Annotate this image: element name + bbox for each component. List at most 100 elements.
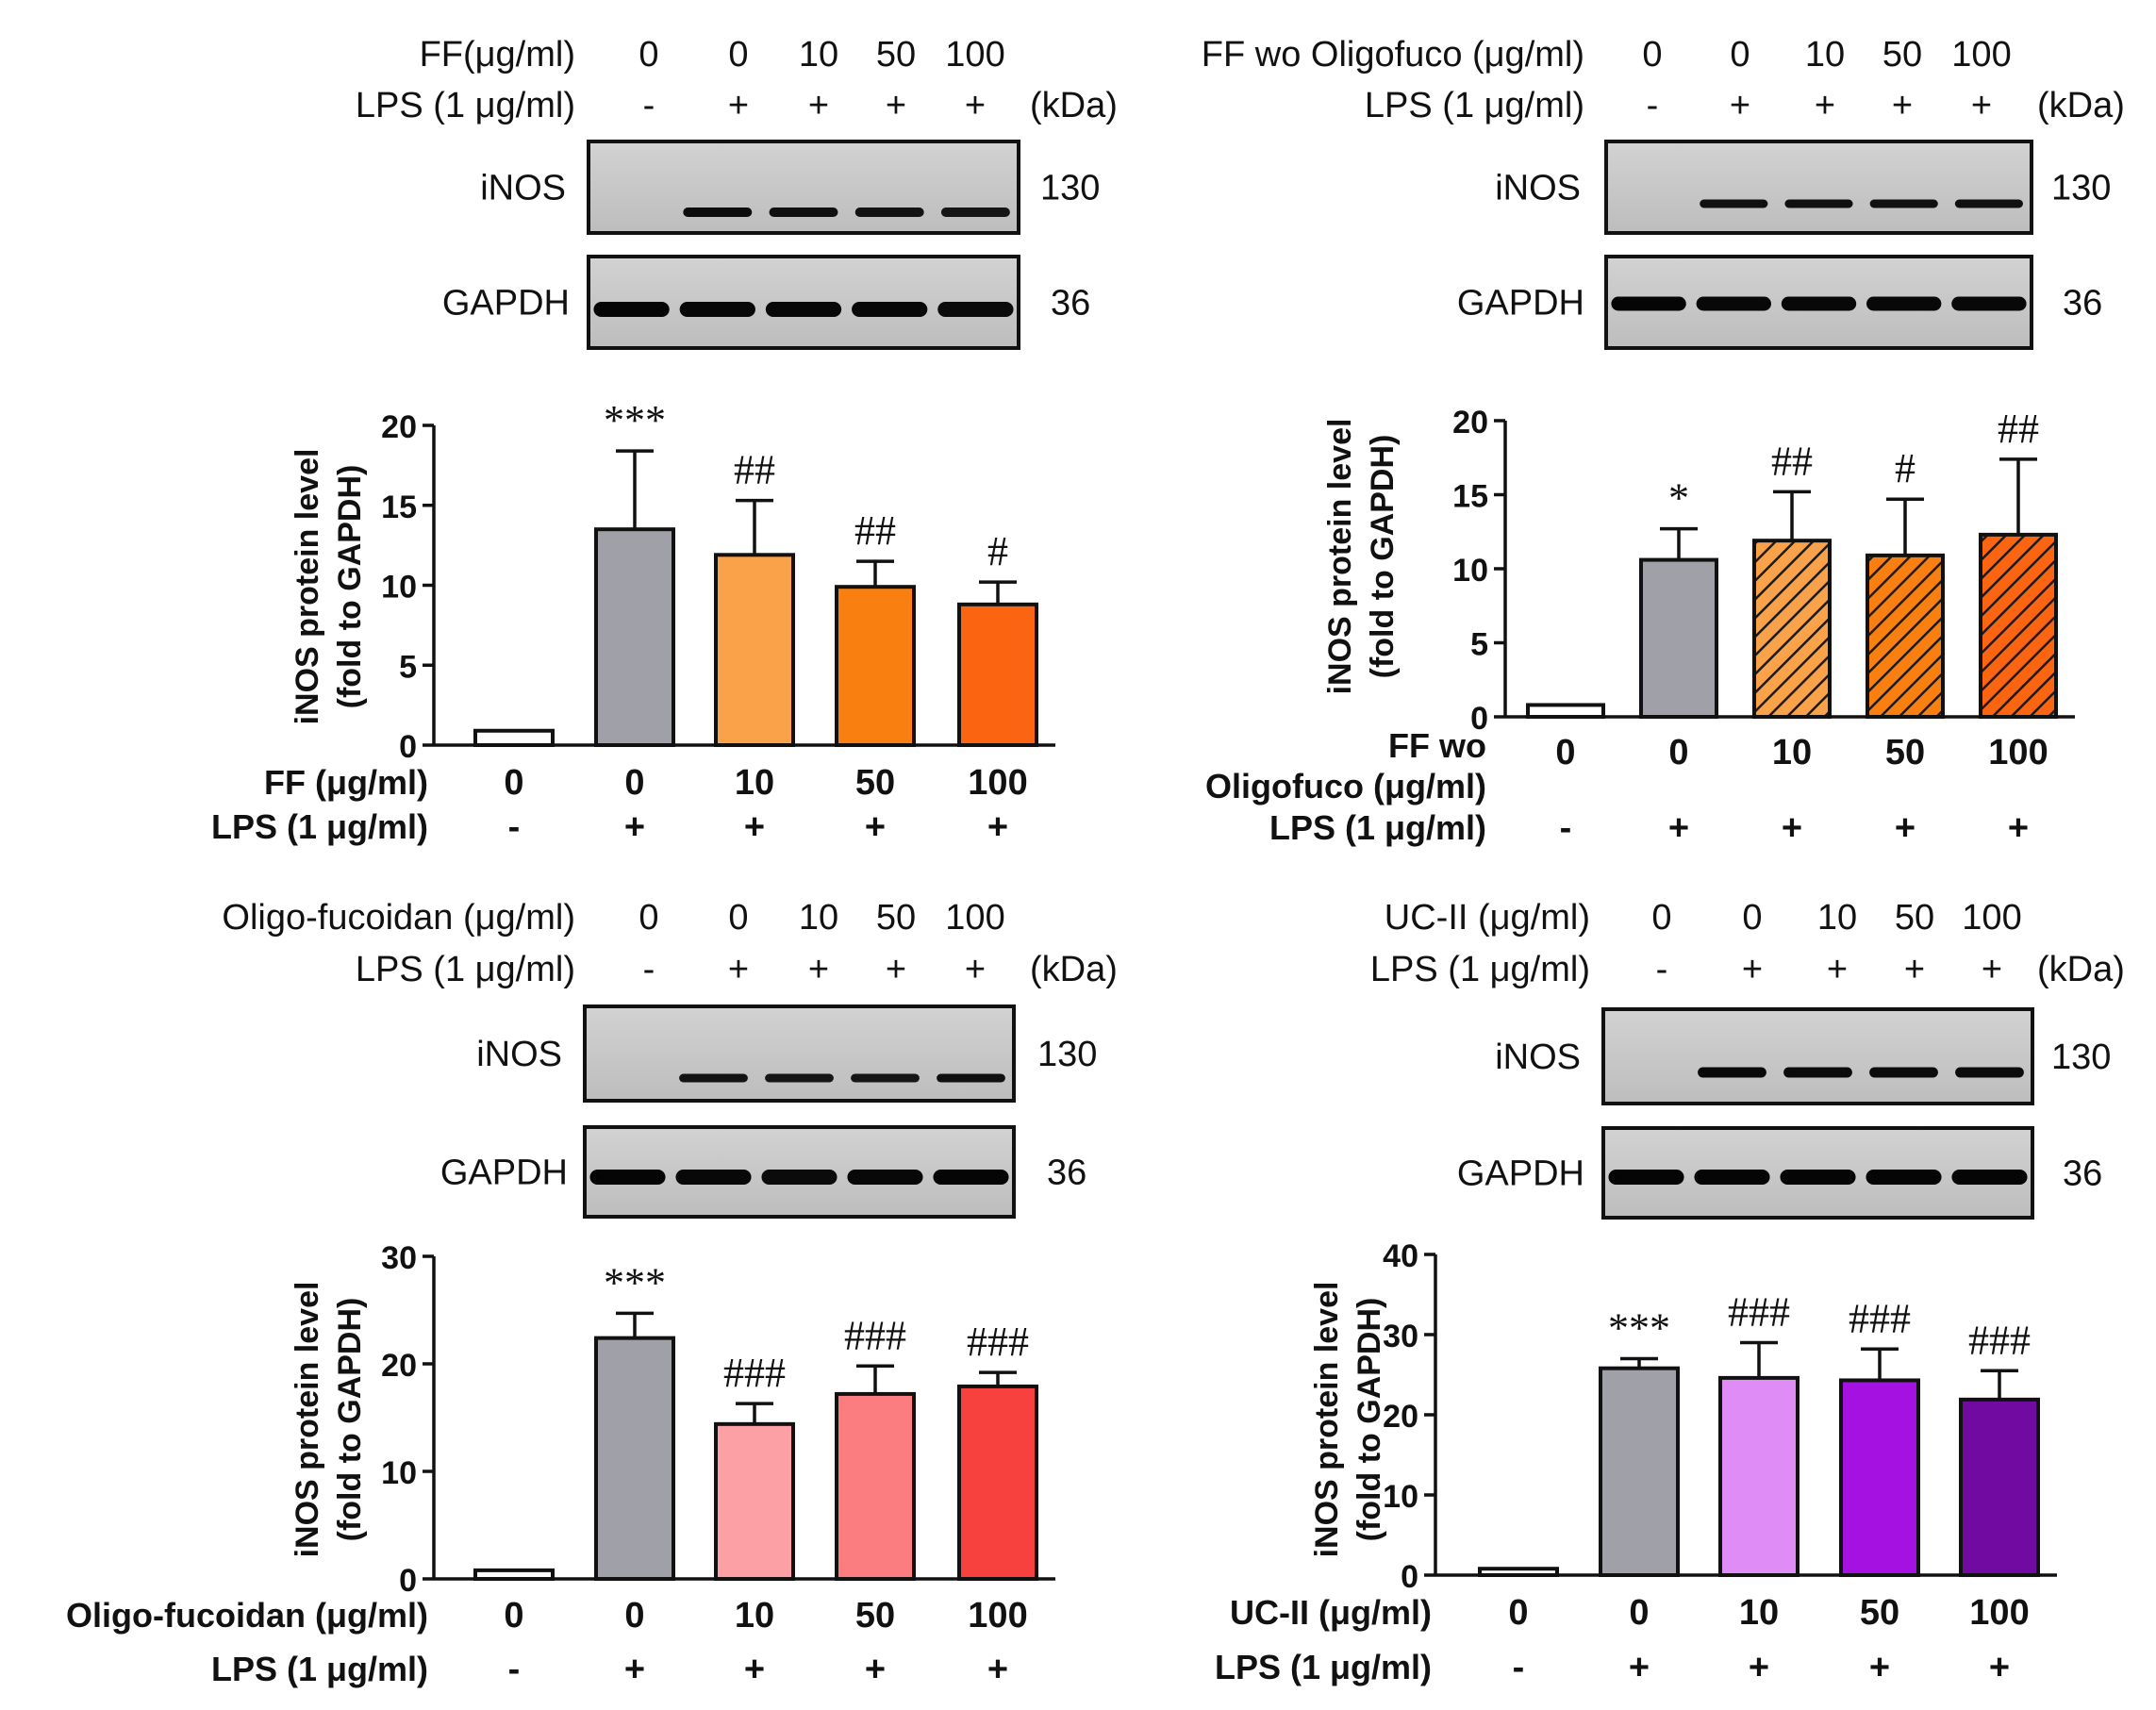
blot-band bbox=[1611, 296, 1686, 311]
blot-membrane-inos bbox=[583, 1004, 1016, 1103]
bar bbox=[714, 553, 795, 747]
blot-kda-label: (kDa) bbox=[1030, 86, 1118, 125]
y-tick-label: 0 bbox=[1470, 701, 1488, 737]
lps-sign: + bbox=[1989, 1648, 2010, 1687]
blot-band bbox=[1951, 296, 2027, 311]
blot-band bbox=[851, 1073, 920, 1083]
y-tick-label: 10 bbox=[381, 1455, 417, 1491]
blot-dose-label: 0 bbox=[728, 35, 748, 75]
y-tick-label: 0 bbox=[1401, 1559, 1418, 1595]
blot-lps-sign: - bbox=[643, 86, 655, 125]
blot-kda-value: 36 bbox=[2063, 284, 2102, 324]
blot-kda-value: 36 bbox=[2063, 1154, 2102, 1194]
blot-band bbox=[937, 1073, 1005, 1083]
blot-lps-sign: + bbox=[1971, 86, 1992, 125]
y-axis-label: (fold to GAPDH) bbox=[1365, 435, 1401, 679]
bar bbox=[1866, 553, 1945, 719]
lps-sign: + bbox=[624, 807, 645, 847]
x-tick-label: 0 bbox=[1508, 1593, 1528, 1633]
lps-sign: + bbox=[744, 807, 765, 847]
bar bbox=[957, 1384, 1038, 1581]
blot-lps-sign: + bbox=[1742, 950, 1763, 989]
lps-sign: + bbox=[865, 807, 886, 847]
x-tick-label: 50 bbox=[855, 763, 895, 803]
blot-membrane-inos bbox=[1601, 1007, 2034, 1105]
western-blot-2: FF wo Oligofuco (μg/ml) LPS (1 μg/ml) 0 - 0 +… bbox=[1202, 35, 2125, 350]
blot-dose-label: 0 bbox=[1730, 35, 1750, 75]
bar bbox=[957, 602, 1038, 748]
blot-dose-label: 100 bbox=[945, 898, 1004, 938]
significance-label: ### bbox=[967, 1319, 1029, 1365]
blot-lps-label: LPS (1 μg/ml) bbox=[1365, 86, 1584, 125]
blot-lps-sign: - bbox=[1656, 950, 1668, 989]
western-blot-4: UC-II (μg/ml) LPS (1 μg/ml) 0 - 0 +10 +50 +100 +… bbox=[1370, 898, 2125, 1220]
blot-band bbox=[683, 208, 753, 217]
blot-band bbox=[1608, 1170, 1684, 1185]
x-tick-label: 10 bbox=[1772, 733, 1812, 772]
blot-dose-label: 50 bbox=[1895, 898, 1934, 938]
lps-sign: + bbox=[1895, 808, 1916, 848]
blot-band bbox=[933, 1170, 1009, 1185]
blot-band bbox=[1700, 199, 1768, 208]
bar bbox=[473, 1568, 555, 1582]
bar bbox=[1839, 1378, 1920, 1577]
bar-chart-2: 0 5 10 15 20 iNOS protein level (fold to GAPDH… bbox=[1205, 405, 2075, 848]
x-tick-label: 50 bbox=[1860, 1593, 1899, 1633]
blot-dose-label: 100 bbox=[945, 35, 1004, 75]
bar bbox=[1639, 557, 1718, 720]
blot-protein-label: GAPDH bbox=[1457, 1154, 1584, 1194]
x-tick-label: 0 bbox=[624, 763, 644, 803]
western-blot-3: Oligo-fucoidan (μg/ml) LPS (1 μg/ml) 0 - 0 +1… bbox=[222, 898, 1118, 1219]
lps-sign: + bbox=[1749, 1648, 1769, 1687]
bar bbox=[835, 1391, 916, 1582]
y-tick-label: 20 bbox=[1452, 405, 1488, 440]
blot-protein-label: iNOS bbox=[1495, 1038, 1581, 1077]
blot-protein-label: iNOS bbox=[480, 169, 566, 208]
blot-band bbox=[679, 302, 755, 317]
blot-kda-label: (kDa) bbox=[2037, 86, 2125, 125]
bar bbox=[1599, 1366, 1680, 1577]
x-row-label: FF (μg/ml) bbox=[264, 763, 428, 802]
y-tick-label: 30 bbox=[1383, 1319, 1418, 1354]
blot-lps-label: LPS (1 μg/ml) bbox=[1370, 950, 1590, 989]
blot-lps-sign: - bbox=[643, 950, 655, 989]
blot-band bbox=[937, 302, 1014, 317]
significance-label: ## bbox=[734, 447, 775, 493]
x-tick-label: 100 bbox=[968, 1596, 1027, 1635]
x-row-label: Oligo-fucoidan (μg/ml) bbox=[66, 1596, 428, 1635]
y-tick-label: 0 bbox=[399, 1563, 417, 1599]
blot-dose-label: 10 bbox=[1817, 898, 1857, 938]
blot-kda-label: (kDa) bbox=[1030, 950, 1118, 989]
blot-membrane-inos bbox=[587, 140, 1020, 235]
x-tick-label: 0 bbox=[1629, 1593, 1649, 1633]
blot-lps-sign: + bbox=[728, 950, 749, 989]
blot-band bbox=[940, 208, 1010, 217]
blot-lps-label: LPS (1 μg/ml) bbox=[356, 950, 575, 989]
y-axis-label: iNOS protein level bbox=[1309, 1282, 1345, 1558]
significance-label: ### bbox=[1728, 1289, 1790, 1336]
blot-band bbox=[589, 1170, 666, 1185]
significance-label: ## bbox=[1771, 438, 1813, 484]
blot-protein-label: GAPDH bbox=[440, 1154, 568, 1193]
lps-sign: - bbox=[1560, 808, 1572, 848]
lps-sign: + bbox=[2008, 808, 2029, 848]
blot-treatment-label: FF(μg/ml) bbox=[420, 35, 575, 75]
blot-kda-value: 130 bbox=[2051, 169, 2111, 208]
y-axis-label: (fold to GAPDH) bbox=[1352, 1298, 1387, 1542]
x-tick-label: 50 bbox=[855, 1596, 895, 1635]
blot-dose-label: 100 bbox=[1951, 35, 2011, 75]
blot-band bbox=[769, 208, 838, 217]
x-tick-label: 0 bbox=[504, 763, 523, 803]
blot-lps-sign: + bbox=[965, 86, 986, 125]
blot-dose-label: 50 bbox=[1882, 35, 1922, 75]
blot-band bbox=[761, 1170, 838, 1185]
blot-band bbox=[1866, 296, 1942, 311]
significance-label: ### bbox=[844, 1312, 906, 1358]
significance-label: *** bbox=[604, 1259, 666, 1305]
y-axis-label: (fold to GAPDH) bbox=[332, 465, 368, 709]
y-axis-label: iNOS protein level bbox=[290, 1282, 325, 1558]
significance-label: ### bbox=[1968, 1317, 2031, 1363]
blot-band bbox=[1783, 1067, 1852, 1078]
lps-sign: + bbox=[1782, 808, 1802, 848]
